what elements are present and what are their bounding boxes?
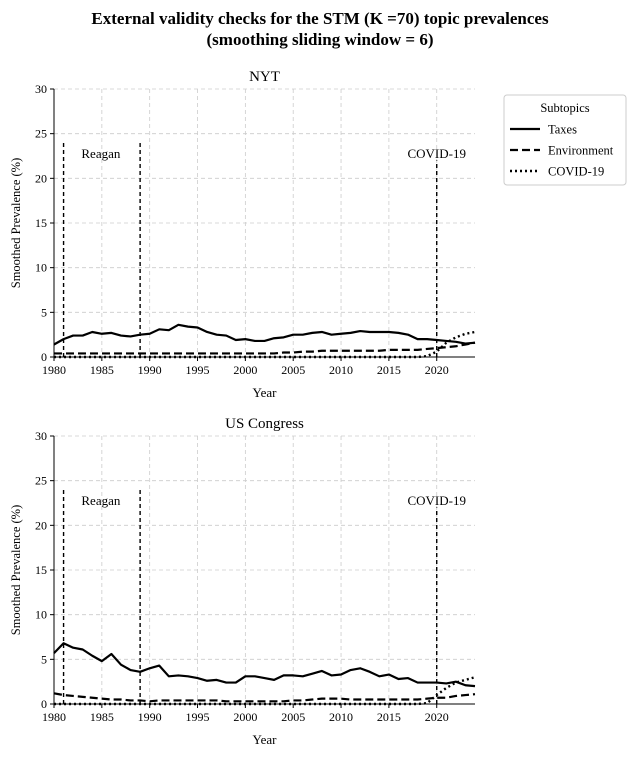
panel-title: NYT: [249, 69, 280, 85]
annotation-label: Reagan: [81, 146, 120, 161]
chart-panel-1: 1980 1985 1990 1995 2000 2005 2010 2015 20200510…: [9, 69, 476, 400]
series-line-covid-19: [54, 330, 476, 359]
y-tick-label: 10: [35, 608, 47, 622]
legend-label: Taxes: [548, 123, 577, 137]
y-tick-label: 15: [35, 216, 47, 230]
x-tick-label: 2010: [329, 710, 353, 724]
y-tick-label: 15: [35, 563, 47, 577]
x-tick-label: 2000: [233, 363, 257, 377]
x-tick-label: 1980: [42, 710, 66, 724]
legend-frame: [503, 94, 627, 186]
y-tick-label: 25: [35, 474, 47, 488]
x-tick-label: 1985: [90, 710, 114, 724]
x-tick-label: 1995: [186, 363, 210, 377]
series-line-taxes: [53, 323, 476, 346]
x-tick-label: 1995: [186, 710, 210, 724]
figure-title-line-2: (smoothing sliding window = 6): [206, 30, 434, 49]
y-tick-label: 10: [35, 261, 47, 275]
x-axis-label: Year: [253, 732, 278, 747]
annotation-label: COVID-19: [407, 493, 466, 508]
series-line-covid-19: [54, 676, 476, 706]
y-tick-label: 20: [35, 518, 47, 532]
y-tick-label: 25: [35, 127, 47, 141]
legend-title: Subtopics: [540, 101, 589, 115]
x-tick-label: 1990: [138, 363, 162, 377]
chart-panel-2: 1980 1985 1990 1995 2000 2005 2010 2015 20200510…: [9, 416, 476, 747]
figure-title-line-1: External validity checks for the STM (K …: [91, 9, 549, 28]
series-line-environment: [54, 341, 476, 355]
x-tick-label: 2015: [377, 710, 401, 724]
y-tick-label: 0: [41, 697, 47, 711]
y-tick-label: 0: [41, 350, 47, 364]
x-tick-label: 1985: [90, 363, 114, 377]
y-tick-label: 30: [35, 429, 47, 443]
y-tick-label: 20: [35, 171, 47, 185]
y-tick-label: 30: [35, 82, 47, 96]
series-line-taxes: [53, 642, 476, 688]
legend-label: COVID-19: [548, 165, 604, 179]
x-tick-label: 2010: [329, 363, 353, 377]
x-tick-label: 1980: [42, 363, 66, 377]
x-tick-label: 2015: [377, 363, 401, 377]
y-tick-label: 5: [41, 305, 47, 319]
y-axis-label: Smoothed Prevalence (%): [9, 505, 23, 636]
x-tick-label: 1990: [138, 710, 162, 724]
series-line-environment: [53, 692, 476, 703]
x-tick-label: 2020: [425, 710, 449, 724]
legend: Subtopics Taxes Environment COVID-19: [503, 94, 627, 186]
y-tick-label: 5: [41, 652, 47, 666]
legend-label: Environment: [548, 144, 614, 158]
x-tick-label: 2005: [281, 363, 305, 377]
panel-title: US Congress: [225, 416, 304, 432]
y-axis-label: Smoothed Prevalence (%): [9, 158, 23, 289]
x-axis-label: Year: [253, 385, 278, 400]
annotation-label: Reagan: [81, 493, 120, 508]
x-tick-label: 2020: [425, 363, 449, 377]
x-tick-label: 2005: [281, 710, 305, 724]
x-tick-label: 2000: [233, 710, 257, 724]
annotation-label: COVID-19: [407, 146, 466, 161]
